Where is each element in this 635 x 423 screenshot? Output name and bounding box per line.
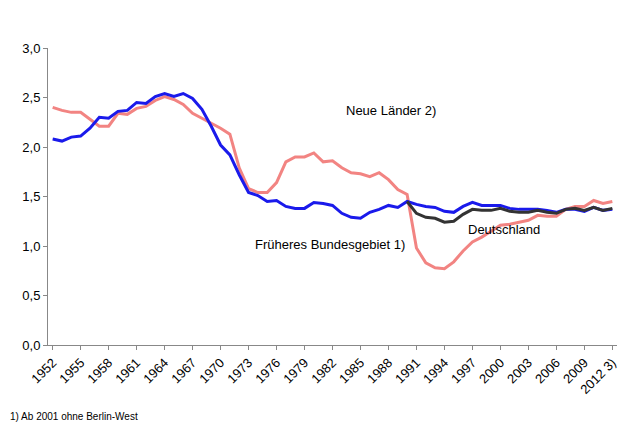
svg-text:1976: 1976: [252, 355, 283, 386]
svg-text:1994: 1994: [420, 355, 451, 386]
svg-text:1967: 1967: [168, 355, 199, 386]
svg-text:1952: 1952: [28, 355, 59, 386]
svg-text:2009: 2009: [560, 355, 591, 386]
svg-text:1958: 1958: [84, 355, 115, 386]
svg-text:Früheres Bundesgebiet 1): Früheres Bundesgebiet 1): [255, 237, 405, 252]
svg-text:1,0: 1,0: [22, 239, 40, 254]
svg-text:1991: 1991: [392, 355, 423, 386]
svg-text:1973: 1973: [224, 355, 255, 386]
svg-text:1970: 1970: [196, 355, 227, 386]
svg-text:1) Ab 2001 ohne Berlin-West: 1) Ab 2001 ohne Berlin-West: [10, 411, 138, 422]
svg-text:2006: 2006: [532, 355, 563, 386]
svg-text:1982: 1982: [308, 355, 339, 386]
svg-text:3,0: 3,0: [22, 41, 40, 56]
svg-text:2003: 2003: [504, 355, 535, 386]
svg-text:0,0: 0,0: [22, 338, 40, 353]
svg-text:1988: 1988: [364, 355, 395, 386]
svg-text:1979: 1979: [280, 355, 311, 386]
svg-text:2,5: 2,5: [22, 90, 40, 105]
svg-text:1997: 1997: [448, 355, 479, 386]
svg-text:1985: 1985: [336, 355, 367, 386]
svg-text:1964: 1964: [140, 355, 171, 386]
svg-text:Deutschland: Deutschland: [468, 222, 540, 237]
svg-text:2,0: 2,0: [22, 140, 40, 155]
svg-text:2000: 2000: [476, 355, 507, 386]
svg-text:2012 3): 2012 3): [577, 355, 619, 397]
svg-text:1,5: 1,5: [22, 189, 40, 204]
svg-text:1955: 1955: [56, 355, 87, 386]
svg-text:0,5: 0,5: [22, 288, 40, 303]
svg-text:1961: 1961: [112, 355, 143, 386]
svg-text:Neue Länder 2): Neue Länder 2): [346, 103, 436, 118]
